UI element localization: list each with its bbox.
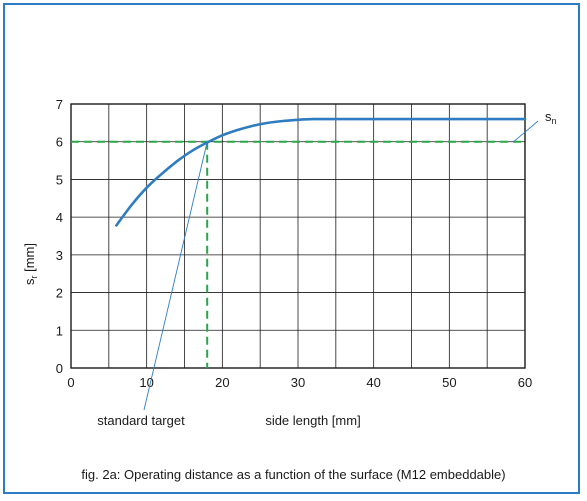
y-tick-label: 2 [56, 286, 63, 301]
x-tick-label: 50 [442, 375, 456, 390]
x-tick-label: 0 [67, 375, 74, 390]
sn-leader-line [513, 120, 539, 143]
sn-label: sn [545, 109, 557, 126]
x-tick-label: 30 [291, 375, 305, 390]
y-axis-label-main: s [22, 278, 37, 285]
y-tick-label: 7 [56, 97, 63, 112]
x-tick-label: 20 [215, 375, 229, 390]
x-tick-label: 40 [366, 375, 380, 390]
chart-series [115, 117, 527, 227]
y-tick-label: 3 [56, 248, 63, 263]
chart-grid [70, 103, 526, 369]
sn-label-sub: n [552, 116, 557, 126]
y-tick-label: 5 [56, 172, 63, 187]
y-tick-label: 0 [56, 361, 63, 376]
y-axis-label: sr [mm] [22, 243, 39, 285]
plot-area-border [70, 103, 526, 369]
y-tick-label: 1 [56, 323, 63, 338]
figure-frame [3, 3, 580, 494]
x-tick-label: 60 [518, 375, 532, 390]
annotations: sn standard target [97, 109, 556, 428]
standard-target-label: standard target [97, 413, 185, 428]
y-tick-label: 4 [56, 210, 63, 225]
standard-target-leader-line [143, 141, 208, 411]
x-axis-label: side length [mm] [265, 413, 360, 428]
series-line [115, 117, 527, 227]
figure-caption: fig. 2a: Operating distance as a functio… [81, 467, 506, 482]
y-tick-label: 6 [56, 135, 63, 150]
axis-ticks: 0 10 20 30 40 50 60 0 1 2 3 4 5 6 7 [56, 97, 532, 390]
x-tick-label: 10 [139, 375, 153, 390]
y-axis-label-unit: [mm] [22, 243, 37, 276]
sn-label-main: s [545, 109, 552, 124]
y-axis-label-sub: r [29, 276, 39, 279]
reference-lines [71, 140, 525, 368]
